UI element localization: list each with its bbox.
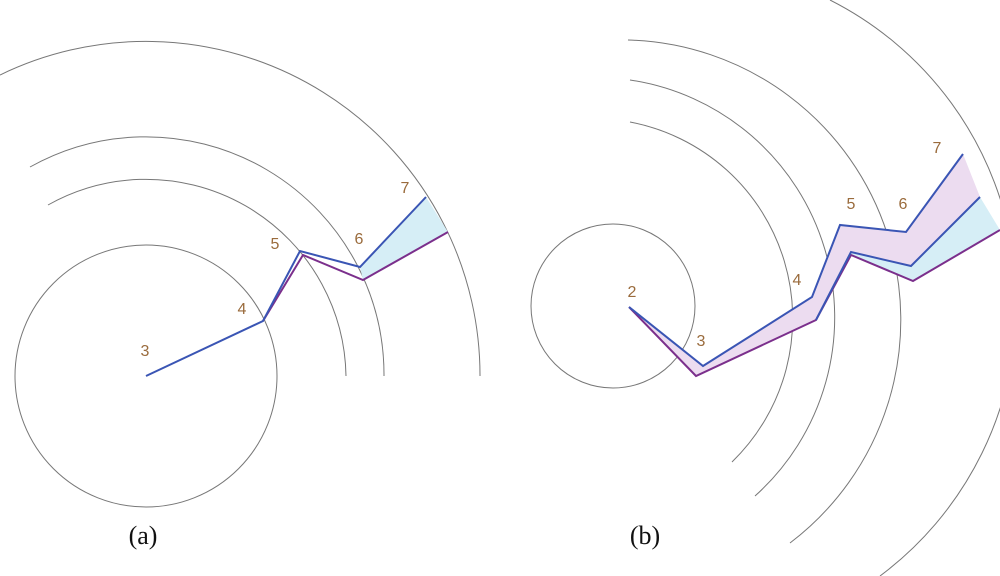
node-label: 3: [697, 333, 706, 350]
panel-a: 3 4 5 6 7 (a): [0, 40, 481, 550]
node-label: 6: [355, 231, 364, 248]
node-label: 4: [238, 301, 247, 318]
node-label: 5: [271, 236, 280, 253]
path-blue: [145, 196, 427, 377]
path-purple: [262, 231, 449, 322]
caption: (a): [129, 521, 158, 550]
node-label: 5: [847, 196, 856, 213]
ring: [14, 244, 278, 508]
path-blue: [628, 153, 964, 368]
panel-b: 2 3 4 5 6 7 (b): [530, 0, 1000, 576]
region-cyan: [360, 197, 448, 280]
node-label: 7: [401, 180, 410, 197]
region-cyan: [851, 197, 1000, 281]
arc: [629, 121, 794, 463]
node-label: 3: [141, 343, 150, 360]
node-label: 2: [628, 284, 637, 301]
arc: [829, 0, 1000, 576]
node-label: 7: [933, 140, 942, 157]
path-blue: [815, 196, 981, 321]
arc: [627, 39, 902, 544]
ring: [530, 223, 696, 389]
arc: [47, 178, 347, 377]
arc: [629, 79, 836, 497]
caption: (b): [630, 521, 660, 550]
arc: [29, 136, 385, 377]
node-label: 6: [899, 196, 908, 213]
arc: [0, 40, 481, 377]
node-label: 4: [793, 272, 802, 289]
